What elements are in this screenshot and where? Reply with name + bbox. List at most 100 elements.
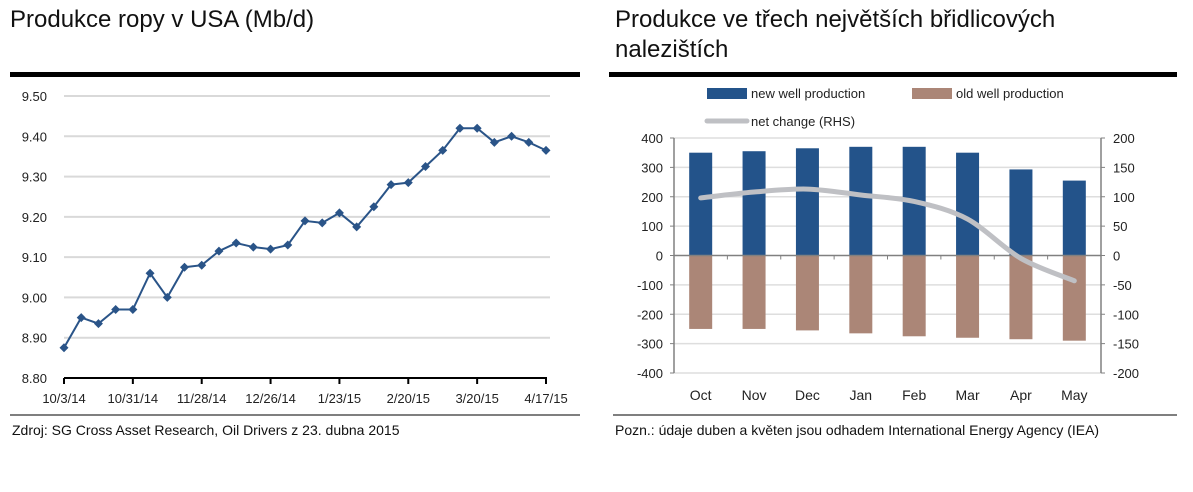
data-point-marker bbox=[145, 268, 155, 278]
y-tick-label: 8.90 bbox=[22, 331, 47, 346]
right-chart-panel: Produkce ve třech největších břidlicovýc… bbox=[603, 0, 1193, 492]
us-oil-production-chart: 9.50 9.40 9.30 9.20 9.10 9.00 8.90 8.80 10/3/14 1… bbox=[22, 89, 568, 406]
data-point-marker bbox=[93, 319, 103, 329]
y2-tick-label: 200 bbox=[1113, 131, 1135, 146]
legend-label-new-well: new well production bbox=[751, 86, 865, 101]
data-point-marker bbox=[128, 305, 138, 315]
legend-label-net-change: net change (RHS) bbox=[751, 114, 855, 129]
right-footnote: Pozn.: údaje duben a květen jsou odhadem… bbox=[615, 422, 1100, 438]
y2-tick-label: -100 bbox=[1113, 307, 1139, 322]
bar-old-well bbox=[1062, 255, 1086, 341]
legend-swatch-new-well bbox=[707, 88, 747, 99]
y-tick-label: -400 bbox=[637, 366, 663, 381]
x-tick-label: 1/23/15 bbox=[318, 391, 361, 406]
data-point-marker bbox=[489, 137, 499, 147]
x-category-label: Jan bbox=[850, 387, 873, 403]
x-category-label: May bbox=[1061, 387, 1087, 403]
data-point-marker bbox=[231, 238, 241, 248]
y2-tick-label: 0 bbox=[1113, 249, 1120, 264]
bar-old-well bbox=[795, 255, 819, 331]
data-point-marker bbox=[266, 244, 276, 254]
data-point-marker bbox=[300, 216, 310, 226]
right-title-rule bbox=[609, 72, 1177, 77]
bar-new-well bbox=[742, 151, 766, 256]
y-tick-label: -200 bbox=[637, 307, 663, 322]
bar-old-well bbox=[742, 255, 766, 329]
y-tick-label: 0 bbox=[656, 249, 663, 264]
data-point-marker bbox=[472, 123, 482, 133]
bar-new-well bbox=[689, 152, 713, 256]
y-tick-label: 9.20 bbox=[22, 210, 47, 225]
data-point-marker bbox=[403, 178, 413, 188]
y-tick-label: -100 bbox=[637, 278, 663, 293]
y-tick-label: 100 bbox=[641, 219, 663, 234]
y-tick-label: 9.10 bbox=[22, 250, 47, 265]
bar-old-well bbox=[956, 255, 980, 338]
y-tick-label: 400 bbox=[641, 131, 663, 146]
bar-new-well bbox=[849, 146, 873, 256]
data-point-marker bbox=[162, 292, 172, 302]
x-category-label: Dec bbox=[795, 387, 820, 403]
x-tick-label: 3/20/15 bbox=[455, 391, 498, 406]
bar-old-well bbox=[849, 255, 873, 334]
data-point-marker bbox=[421, 162, 430, 171]
x-tick-label: 2/20/15 bbox=[387, 391, 430, 406]
y2-tick-label: -50 bbox=[1113, 278, 1132, 293]
x-tick-label: 10/3/14 bbox=[42, 391, 85, 406]
y-tick-label: 300 bbox=[641, 160, 663, 175]
bar-old-well bbox=[902, 255, 926, 337]
x-category-label: Mar bbox=[956, 387, 980, 403]
data-point-marker bbox=[386, 180, 396, 190]
data-point-marker bbox=[197, 260, 207, 270]
bar-new-well bbox=[795, 148, 819, 256]
data-point-marker bbox=[76, 313, 86, 323]
x-tick-label: 11/28/14 bbox=[177, 391, 227, 406]
x-category-label: Oct bbox=[690, 387, 712, 403]
y2-tick-label: 50 bbox=[1113, 219, 1127, 234]
left-source-note: Zdroj: SG Cross Asset Research, Oil Driv… bbox=[12, 422, 400, 438]
y2-tick-label: 150 bbox=[1113, 160, 1135, 175]
data-point-marker bbox=[180, 262, 189, 272]
bar-new-well bbox=[1009, 169, 1033, 256]
data-point-marker bbox=[369, 202, 379, 212]
series-line bbox=[63, 127, 547, 349]
left-title-rule bbox=[10, 72, 580, 77]
data-point-marker bbox=[248, 242, 258, 252]
y-tick-label: 9.00 bbox=[22, 290, 47, 305]
x-category-label: Apr bbox=[1010, 387, 1032, 403]
y-tick-label: 9.40 bbox=[22, 129, 47, 144]
data-point-marker bbox=[214, 246, 224, 256]
x-category-label: Nov bbox=[742, 387, 767, 403]
data-point-marker bbox=[438, 145, 448, 155]
shale-production-chart: new well production old well production ne… bbox=[637, 86, 1139, 403]
y-tick-label: 8.80 bbox=[22, 371, 47, 386]
y2-tick-label: 100 bbox=[1113, 190, 1135, 205]
bar-old-well bbox=[689, 255, 713, 329]
left-chart-panel: Produkce ropy v USA (Mb/d) 9.50 9.40 9.30 9… bbox=[0, 0, 590, 492]
bar-new-well bbox=[956, 152, 980, 256]
x-tick-label: 10/31/14 bbox=[108, 391, 159, 406]
bar-old-well bbox=[1009, 255, 1033, 340]
left-chart-title: Produkce ropy v USA (Mb/d) bbox=[10, 6, 315, 33]
data-point-marker bbox=[541, 145, 551, 155]
data-point-marker bbox=[59, 343, 69, 353]
y-tick-label: 200 bbox=[641, 190, 663, 205]
left-footer-rule bbox=[10, 414, 580, 416]
y2-tick-label: -200 bbox=[1113, 366, 1139, 381]
x-tick-label: 12/26/14 bbox=[245, 391, 296, 406]
data-point-marker bbox=[317, 218, 327, 228]
right-footer-rule bbox=[613, 414, 1177, 416]
data-point-marker bbox=[111, 305, 121, 315]
legend-swatch-old-well bbox=[912, 88, 952, 99]
data-point-marker bbox=[283, 240, 293, 250]
y-tick-label: 9.30 bbox=[22, 170, 47, 185]
right-chart-title: Produkce ve třech největších břidlicovýc… bbox=[615, 6, 1056, 63]
data-point-marker bbox=[352, 222, 362, 232]
data-point-marker bbox=[524, 137, 534, 147]
data-point-marker bbox=[455, 123, 465, 133]
data-point-marker bbox=[334, 208, 344, 218]
net-change-line bbox=[698, 186, 1077, 284]
bar-new-well bbox=[1062, 180, 1086, 256]
y-tick-label: -300 bbox=[637, 337, 663, 352]
y-tick-label: 9.50 bbox=[22, 89, 47, 104]
